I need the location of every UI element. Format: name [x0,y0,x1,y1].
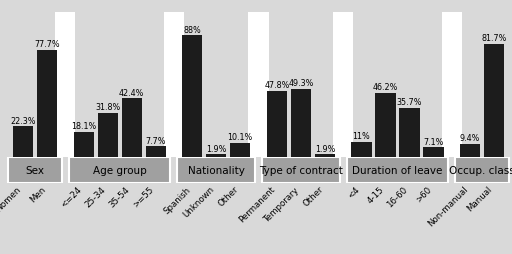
Text: Nationality: Nationality [188,165,245,175]
Text: 22.3%: 22.3% [10,116,36,125]
Text: 1.9%: 1.9% [206,144,226,153]
Bar [315,155,335,157]
Bar [55,13,75,157]
Text: 4-15: 4-15 [365,184,386,204]
Text: Type of contract: Type of contract [259,165,343,175]
Text: Permanent: Permanent [237,184,277,224]
Text: 10.1%: 10.1% [228,133,253,142]
Bar [74,133,94,157]
Text: 18.1%: 18.1% [71,122,96,131]
Text: <=24: <=24 [59,184,83,209]
Bar [182,36,202,157]
Bar [13,127,33,157]
Bar [442,13,462,157]
Text: 16-60: 16-60 [386,184,410,208]
Bar [460,145,480,157]
Bar [347,157,449,183]
Text: >=55: >=55 [132,184,156,209]
Bar [262,157,339,183]
Text: 42.4%: 42.4% [119,88,144,97]
Text: Men: Men [28,184,47,204]
Text: 31.8%: 31.8% [95,103,120,112]
Bar [121,99,142,157]
Text: 81.7%: 81.7% [481,34,507,43]
Text: Temporary: Temporary [262,184,301,223]
Text: Other: Other [301,184,325,208]
Text: Spanish: Spanish [162,184,193,215]
Text: 9.4%: 9.4% [460,134,480,143]
Text: Sex: Sex [26,165,45,175]
Text: 25-34: 25-34 [83,184,108,208]
Bar [267,92,287,157]
Text: Women: Women [0,184,23,214]
Text: 47.8%: 47.8% [264,81,290,90]
Text: Age group: Age group [93,165,146,175]
Bar [8,157,62,183]
Bar [484,45,504,157]
Bar [97,114,118,157]
Bar [178,157,255,183]
Bar [455,157,509,183]
Text: 35-54: 35-54 [108,184,132,208]
Text: 88%: 88% [183,25,201,35]
Text: 1.9%: 1.9% [315,144,335,153]
Bar [230,144,250,157]
Bar [423,148,443,157]
Text: Unknown: Unknown [182,184,216,219]
Bar [248,13,269,157]
Bar [164,13,184,157]
Text: >60: >60 [414,184,434,203]
Bar [351,142,372,157]
Text: 49.3%: 49.3% [288,79,313,88]
Text: 7.1%: 7.1% [423,137,444,146]
Bar [333,13,353,157]
Text: Manual: Manual [465,184,494,213]
Text: 7.7%: 7.7% [145,136,166,145]
Text: 35.7%: 35.7% [397,98,422,107]
Text: 77.7%: 77.7% [34,40,60,49]
Text: Other: Other [217,184,240,208]
Text: Duration of leave: Duration of leave [352,165,443,175]
Text: Non-manual: Non-manual [426,184,470,228]
Text: 11%: 11% [353,132,370,141]
Bar [375,94,396,157]
Text: <4: <4 [346,184,361,200]
Bar [69,157,170,183]
Bar [399,108,420,157]
Bar [145,147,166,157]
Bar [291,89,311,157]
Text: Occup. class: Occup. class [449,165,512,175]
Text: 46.2%: 46.2% [373,83,398,92]
Bar [37,50,57,157]
Bar [206,155,226,157]
